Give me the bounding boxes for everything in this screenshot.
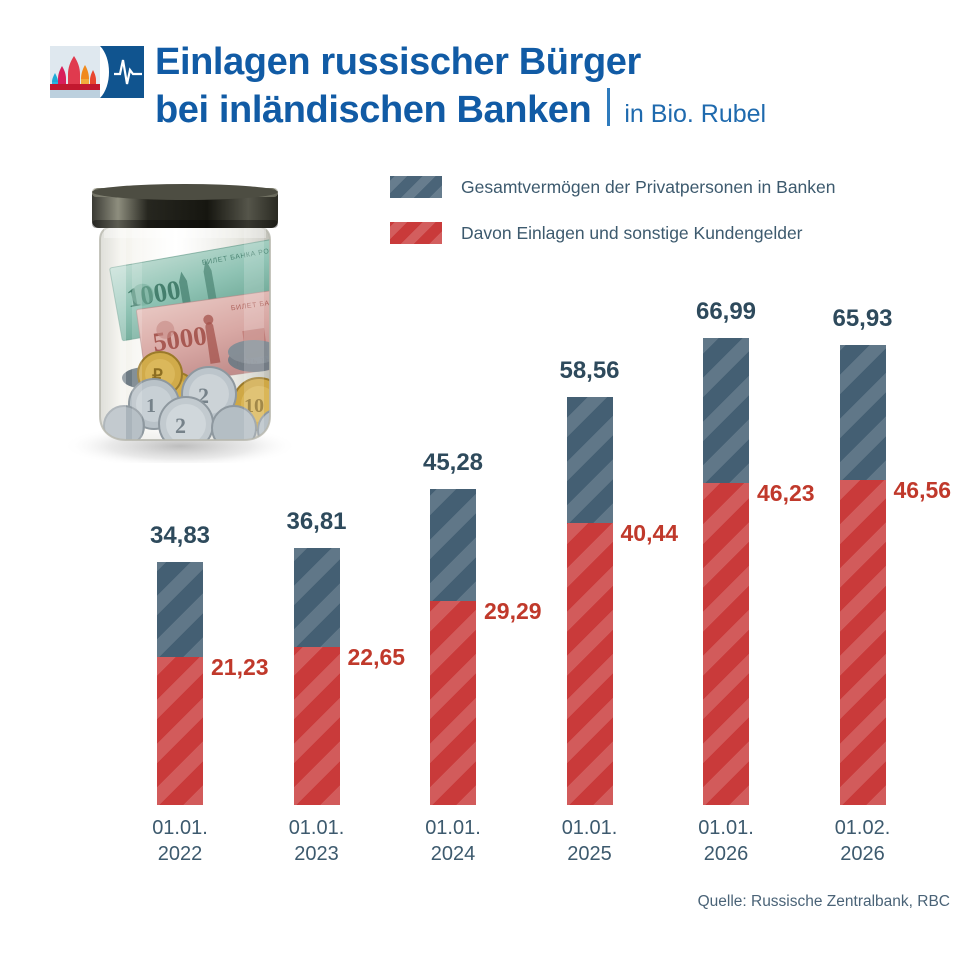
x-axis-tick-label: 01.01. 2025 bbox=[525, 815, 655, 867]
bar-deposits-label: 21,23 bbox=[211, 654, 269, 681]
title-separator bbox=[607, 88, 611, 126]
x-axis-tick-day: 01.01. bbox=[288, 817, 345, 839]
x-axis-tick-year: 2023 bbox=[294, 843, 339, 865]
bar-segment-total bbox=[430, 489, 476, 601]
x-axis-tick-label: 01.02. 2026 bbox=[798, 815, 928, 867]
bar-group: 58,56 40,44 01.01. 2025 bbox=[559, 0, 678, 960]
x-axis-tick-day: 01.01. bbox=[152, 817, 208, 839]
bar-segment-total bbox=[157, 562, 203, 658]
bar-group: 45,28 29,29 01.01. 2024 bbox=[423, 0, 542, 960]
bar-group: 34,83 21,23 01.01. 2022 bbox=[150, 0, 269, 960]
page-title: Einlagen russischer Bürger bei inländisc… bbox=[155, 40, 945, 132]
x-axis-tick-day: 01.02. bbox=[834, 817, 891, 839]
bar-total-label: 65,93 bbox=[832, 305, 893, 333]
svg-text:1: 1 bbox=[146, 395, 156, 417]
legend-label-total: Gesamtvermögen der Privatpersonen in Ban… bbox=[461, 176, 836, 197]
legend-item-deposits: Davon Einlagen und sonstige Kundengelder bbox=[390, 218, 950, 248]
bar-total-label: 66,99 bbox=[695, 298, 757, 326]
bar-total-label: 36,81 bbox=[286, 508, 347, 536]
bar-group: 36,81 22,65 01.01. 2023 bbox=[286, 0, 405, 960]
legend-swatch-red-icon bbox=[390, 222, 442, 244]
source-note: Quelle: Russische Zentralbank, RBC bbox=[697, 893, 950, 910]
svg-text:2: 2 bbox=[198, 383, 209, 408]
svg-text:₽: ₽ bbox=[152, 366, 163, 385]
bar-segment-deposits bbox=[703, 482, 749, 805]
bar-deposits-label: 40,44 bbox=[620, 520, 679, 547]
x-axis-tick-year: 2025 bbox=[567, 843, 612, 865]
bar-deposits-label: 46,56 bbox=[893, 477, 952, 504]
title-line-1: Einlagen russischer Bürger bbox=[155, 41, 641, 83]
x-axis-tick-day: 01.01. bbox=[561, 817, 618, 839]
subtitle-unit: in Bio. Rubel bbox=[624, 100, 767, 128]
chart-legend: Gesamtvermögen der Privatpersonen in Ban… bbox=[390, 172, 950, 264]
bar-segment-deposits bbox=[293, 647, 340, 805]
legend-swatch-blue-icon bbox=[390, 176, 442, 198]
bar-segment-deposits bbox=[430, 600, 476, 805]
x-axis-tick-year: 2026 bbox=[840, 843, 885, 865]
bar-deposits-label: 22,65 bbox=[347, 644, 406, 671]
x-axis-tick-year: 2026 bbox=[703, 843, 749, 865]
bar-deposits-label: 46,23 bbox=[757, 479, 815, 506]
title-line-2: bei inländischen Banken bbox=[155, 89, 592, 131]
st-basils-cathedral-pulse-logo bbox=[50, 46, 144, 98]
bar-total-label: 58,56 bbox=[559, 356, 620, 384]
x-axis-tick-label: 01.01. 2022 bbox=[115, 815, 245, 867]
bar-segment-deposits bbox=[157, 657, 203, 805]
x-axis-tick-label: 01.01. 2024 bbox=[388, 815, 518, 867]
bar-total-label: 34,83 bbox=[149, 522, 211, 550]
bar-segment-total bbox=[293, 548, 340, 648]
header: Einlagen russischer Bürger bei inländisc… bbox=[0, 0, 970, 160]
x-axis-tick-label: 01.01. 2026 bbox=[661, 815, 791, 867]
bar-group: 65,93 46,56 01.02. 2026 bbox=[832, 0, 951, 960]
bar-segment-total bbox=[839, 345, 886, 481]
bar-segment-total bbox=[566, 396, 613, 524]
x-axis-tick-day: 01.01. bbox=[425, 817, 481, 839]
x-axis-tick-year: 2024 bbox=[430, 843, 476, 865]
legend-item-total: Gesamtvermögen der Privatpersonen in Ban… bbox=[390, 172, 950, 202]
money-jar-illustration: 1000 БИЛЕТ БАНКА РОССИИ ТЫСЯЧА РУБЛЕЙ 50… bbox=[58, 178, 328, 463]
x-axis-tick-label: 01.01. 2023 bbox=[252, 815, 382, 867]
legend-label-deposits: Davon Einlagen und sonstige Kundengelder bbox=[461, 222, 803, 243]
x-axis-tick-year: 2022 bbox=[157, 843, 203, 865]
bar-segment-deposits bbox=[566, 523, 613, 805]
bar-segment-deposits bbox=[839, 480, 886, 805]
bar-group: 66,99 46,23 01.01. 2026 bbox=[696, 0, 815, 960]
svg-text:2: 2 bbox=[175, 413, 186, 438]
x-axis-tick-day: 01.01. bbox=[698, 817, 754, 839]
bar-segment-total bbox=[703, 338, 749, 483]
bar-deposits-label: 29,29 bbox=[484, 597, 542, 624]
bar-total-label: 45,28 bbox=[422, 449, 484, 477]
